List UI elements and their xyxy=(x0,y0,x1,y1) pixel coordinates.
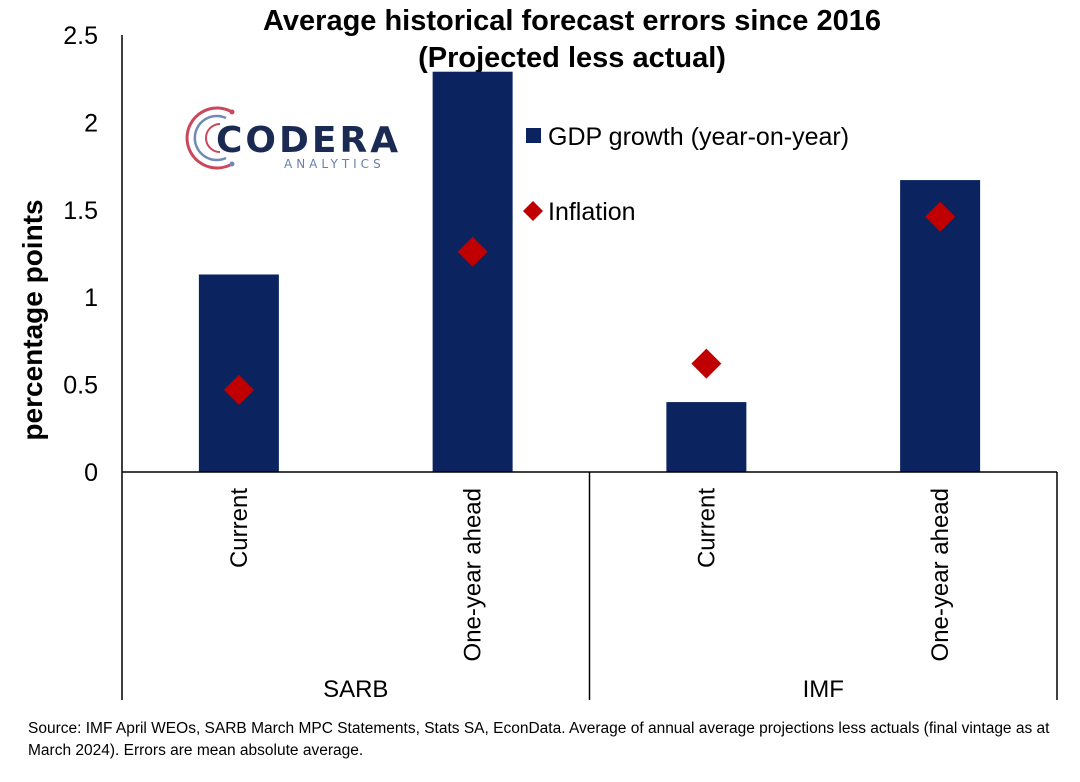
category-label: Current xyxy=(693,488,720,568)
marker-inflation xyxy=(925,201,956,232)
marker-inflation xyxy=(691,348,722,379)
legend-label-inflation: Inflation xyxy=(548,198,636,226)
logo-name: CODERA xyxy=(216,120,401,161)
group-label: SARB xyxy=(323,676,388,703)
y-tick-label: 1 xyxy=(84,284,98,312)
y-axis-label: percentage points xyxy=(17,199,48,440)
y-tick-label: 2 xyxy=(84,109,98,137)
marker-inflation xyxy=(223,374,254,405)
plot-marks xyxy=(198,71,981,473)
bar-gdp xyxy=(432,71,513,472)
codera-logo: CODERA ANALYTICS xyxy=(185,106,401,171)
group-label: IMF xyxy=(803,676,844,703)
legend-swatch-gdp xyxy=(526,128,541,143)
chart-title-line-2: (Projected less actual) xyxy=(418,42,726,74)
bar-gdp xyxy=(198,274,279,472)
y-axis-ticks: 0 0.5 1 1.5 2 2.5 xyxy=(63,22,98,487)
category-label: Current xyxy=(226,488,253,568)
category-label: One-year ahead xyxy=(927,488,954,661)
axes xyxy=(121,35,1058,700)
category-label: One-year ahead xyxy=(460,488,487,661)
bar-gdp xyxy=(666,402,747,472)
legend-label-gdp: GDP growth (year-on-year) xyxy=(548,123,849,151)
marker-inflation xyxy=(457,236,488,267)
group-labels: SARB IMF xyxy=(323,676,844,703)
logo-subtitle: ANALYTICS xyxy=(284,157,385,171)
source-note: Source: IMF April WEOs, SARB March MPC S… xyxy=(28,720,1050,759)
y-tick-label: 2.5 xyxy=(63,22,98,50)
logo-circuit-icon xyxy=(185,106,235,170)
y-tick-label: 0 xyxy=(84,459,98,487)
y-tick-label: 0.5 xyxy=(63,372,98,400)
y-tick-label: 1.5 xyxy=(63,197,98,225)
chart-title-line-1: Average historical forecast errors since… xyxy=(263,5,881,37)
legend-marker-inflation xyxy=(523,201,543,221)
category-labels: Current One-year ahead Current One-year ahe… xyxy=(226,488,954,662)
legend: GDP growth (year-on-year) Inflation xyxy=(523,123,849,226)
